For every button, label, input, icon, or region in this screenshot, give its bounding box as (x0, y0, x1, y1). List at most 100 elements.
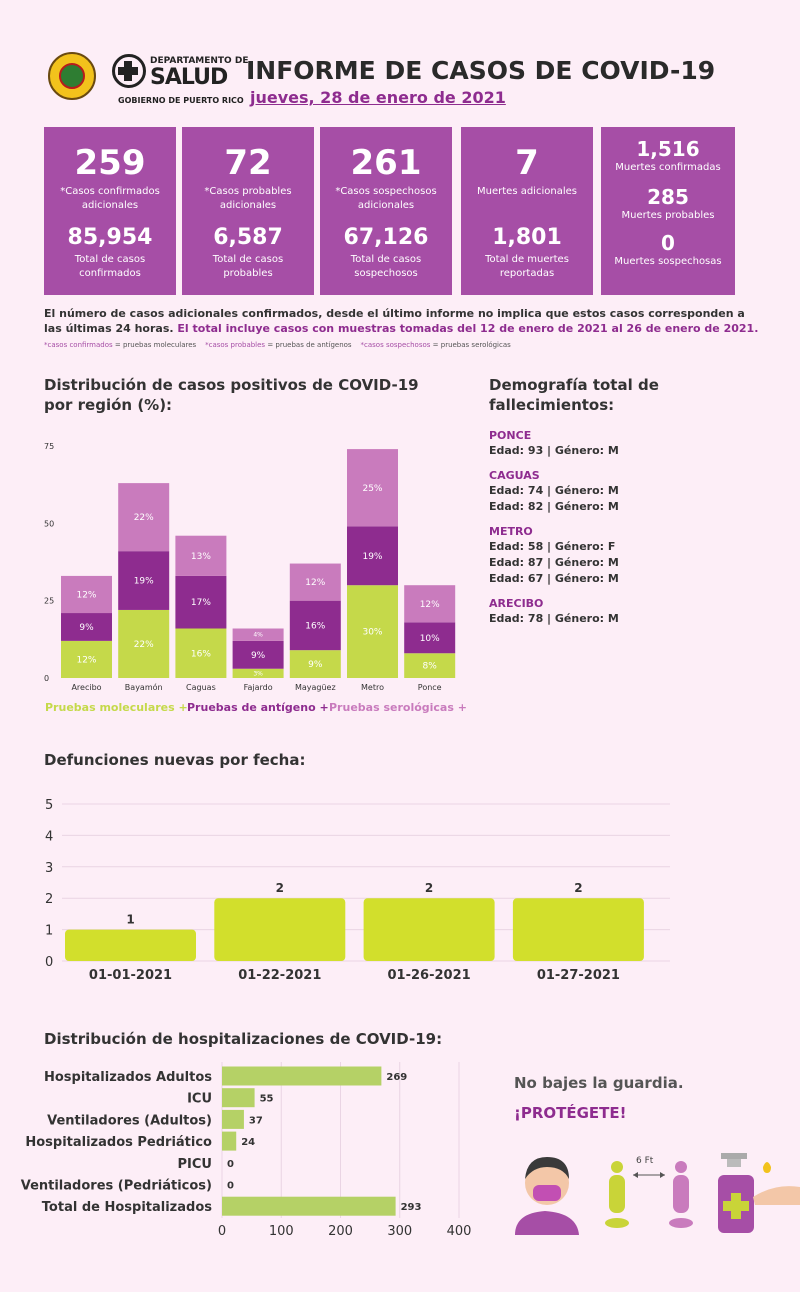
data-label: 30% (362, 628, 382, 638)
region-name: ARECIBO (489, 597, 544, 610)
stat-card-value: 261 (350, 143, 422, 183)
bar-segment (61, 640, 112, 678)
hospitalizations-bar-chart: 0 100 200 300 400 Hospitalizados Adultos 269 IC… (21, 1062, 471, 1239)
data-label: 9% (308, 660, 323, 670)
data-label: 1 (126, 913, 134, 927)
stat-card-total: 6,587 (213, 225, 283, 250)
report-date: jueves, 28 de enero de 2021 (250, 88, 506, 107)
stat-card-value: 72 (224, 143, 272, 183)
bar-segment (289, 650, 341, 678)
stat-card: 7 Muertes adicionales 1,801 Total de muerte… (461, 127, 593, 295)
data-label: 0 (227, 1181, 234, 1192)
distance-people-icon: 6 Ft (605, 1156, 693, 1228)
bar-segment (61, 575, 112, 614)
y-tick-label: 25 (44, 597, 54, 606)
category-label: Bayamón (125, 682, 163, 692)
category-label: Ponce (418, 683, 442, 692)
stat-card-label: Muertes adicionales (477, 186, 577, 197)
y-tick-label: 1 (45, 924, 53, 939)
bar (222, 1196, 396, 1216)
demography-list: PONCE Edad: 93 | Género: M CAGUAS Edad: 74 … (489, 428, 789, 636)
category-label: Caguas (186, 683, 216, 692)
data-label: 12% (420, 600, 440, 610)
demography-title-line2: fallecimientos: (489, 396, 615, 414)
region-title-line2: por región (%): (44, 396, 173, 414)
legend-entry: Pruebas de antígeno + (187, 701, 329, 714)
bar-segment (347, 449, 398, 527)
data-label: 55 (260, 1094, 274, 1105)
category-label: 01-22-2021 (238, 968, 321, 983)
bar-segment (404, 622, 456, 654)
bar-segment (347, 585, 398, 678)
data-label: 12% (76, 655, 96, 665)
legend-c: *casos sospechosos (360, 341, 431, 349)
data-label: 4% (253, 632, 263, 639)
stat-card-total-label: Total de muertes reportadas (485, 254, 569, 279)
data-label: 12% (305, 578, 325, 588)
bar-segment (118, 551, 170, 610)
demography-line: Edad: 74 | Género: M (489, 484, 619, 497)
data-label: 22% (134, 513, 154, 523)
bar-segment (175, 628, 227, 678)
demography-line: Edad: 67 | Género: M (489, 572, 619, 585)
distance-label: 6 Ft (636, 1156, 654, 1166)
demography-title-line1: Demografía total de (489, 376, 659, 394)
x-tick-label: 0 (218, 1224, 226, 1239)
protection-illustration: 6 Ft (515, 1153, 800, 1235)
bar (214, 898, 346, 961)
demography-line: Edad: 87 | Género: M (489, 556, 619, 569)
legend-entry: Pruebas moleculares + (45, 701, 188, 714)
deaths-probable-label: Muertes probables (621, 210, 715, 221)
bar-segment (232, 640, 284, 669)
data-label: 10% (420, 634, 440, 644)
category-label: 01-26-2021 (388, 968, 471, 983)
demography-title: Demografía total de fallecimientos: (489, 375, 659, 415)
region-name: METRO (489, 525, 533, 538)
legend-a: *casos confirmados (44, 341, 113, 349)
stat-card: 261 *Casos sospechosos adicionales 67,126 T… (320, 127, 452, 295)
report-note: El número de casos adicionales confirmad… (44, 306, 764, 336)
data-label: 19% (362, 552, 382, 562)
data-label: 16% (191, 649, 211, 659)
note-part2: El total incluye casos con muestras toma… (177, 322, 759, 335)
category-label: ICU (187, 1092, 212, 1107)
demography-region: CAGUAS Edad: 74 | Género: M Edad: 82 | Gén… (489, 468, 789, 515)
stat-card-total-label: Total de casos sospechosos (350, 254, 422, 279)
region-name: PONCE (489, 429, 532, 442)
x-tick-label: 100 (269, 1224, 294, 1239)
category-label: Fajardo (244, 683, 273, 692)
category-label: Hospitalizados Adultos (44, 1070, 212, 1085)
demography-region: PONCE Edad: 93 | Género: M (489, 428, 789, 459)
category-label: PICU (178, 1157, 212, 1172)
data-label: 19% (134, 577, 154, 587)
bar (222, 1109, 244, 1129)
stat-card-label: *Casos confirmados adicionales (60, 186, 160, 211)
bar-segment (118, 609, 170, 678)
data-label: 293 (401, 1202, 422, 1213)
data-label: 2 (574, 881, 582, 895)
stat-card-total: 67,126 (343, 225, 429, 250)
data-label: 17% (191, 598, 211, 608)
bar-segment (118, 483, 170, 552)
puerto-rico-seal-icon (48, 52, 96, 100)
demography-line: Edad: 82 | Género: M (489, 500, 619, 513)
category-label: Ventiladores (Adultos) (47, 1113, 212, 1128)
dept-line1: DEPARTAMENTO DE (150, 56, 249, 66)
note-part1: El número de casos adicionales confirmad… (44, 307, 745, 335)
stat-card-total-label: Total de casos confirmados (74, 254, 146, 279)
page-title: INFORME DE CASOS DE COVID-19 (246, 56, 716, 85)
deaths-chart-title: Defunciones nuevas por fecha: (44, 751, 306, 769)
legend-c-text: = pruebas serológicas (432, 341, 511, 349)
bar (222, 1131, 237, 1151)
data-label: 13% (191, 552, 211, 562)
y-tick-label: 75 (44, 442, 54, 451)
region-title-line1: Distribución de casos positivos de COVID… (44, 376, 419, 394)
bar-segment (232, 628, 284, 641)
category-label: Ventiladores (Pedriáticos) (21, 1179, 212, 1194)
y-tick-label: 5 (45, 798, 53, 813)
bar-segment (175, 575, 227, 629)
demography-region: ARECIBO Edad: 78 | Género: M (489, 596, 789, 627)
data-label: 8% (423, 662, 438, 672)
data-label: 12% (76, 590, 96, 600)
bar (222, 1088, 255, 1108)
